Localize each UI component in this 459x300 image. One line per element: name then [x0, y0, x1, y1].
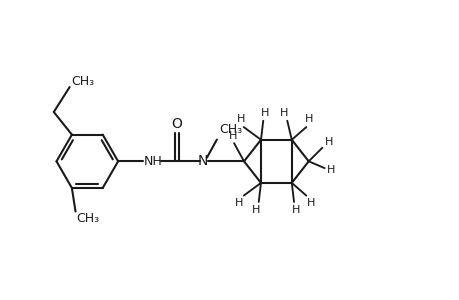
Text: CH₃: CH₃	[218, 123, 241, 136]
Text: H: H	[252, 205, 260, 214]
Text: H: H	[291, 205, 300, 214]
Text: H: H	[324, 137, 333, 147]
Text: H: H	[235, 198, 243, 208]
Text: O: O	[171, 117, 182, 131]
Text: H: H	[237, 114, 245, 124]
Text: NH: NH	[143, 155, 162, 168]
Text: H: H	[305, 114, 313, 124]
Text: N: N	[198, 154, 208, 168]
Text: H: H	[326, 165, 335, 176]
Text: H: H	[228, 130, 236, 140]
Text: CH₃: CH₃	[77, 212, 100, 225]
Text: H: H	[306, 198, 314, 208]
Text: CH₃: CH₃	[71, 75, 94, 88]
Text: H: H	[279, 108, 288, 118]
Text: H: H	[261, 108, 269, 118]
